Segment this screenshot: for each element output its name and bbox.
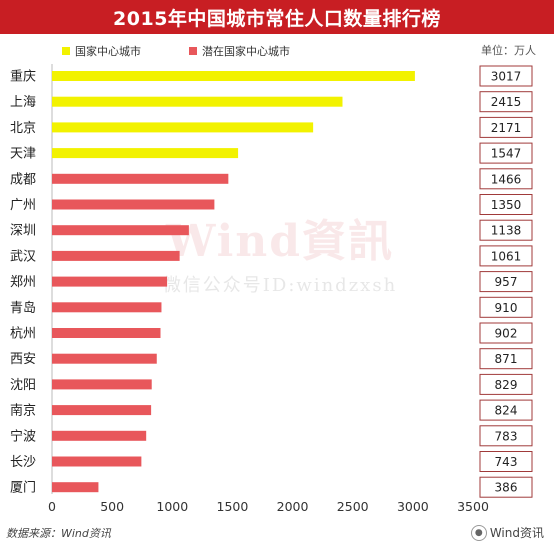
value-label: 783 xyxy=(495,429,518,443)
category-label: 北京 xyxy=(10,121,36,136)
value-label: 1350 xyxy=(491,198,522,212)
value-box xyxy=(479,296,533,318)
category-label: 郑州 xyxy=(10,275,36,290)
value-box xyxy=(479,425,533,447)
x-tick-label: 2000 xyxy=(277,499,309,514)
value-label: 871 xyxy=(495,352,518,366)
bar-national xyxy=(52,96,343,107)
x-tick-label: 2500 xyxy=(337,499,369,514)
category-label: 厦门 xyxy=(10,481,36,496)
bar-potential xyxy=(52,276,168,287)
value-box xyxy=(479,348,533,370)
value-box xyxy=(479,219,533,241)
value-label: 1138 xyxy=(491,224,522,238)
wechat-icon: ● xyxy=(470,524,487,541)
value-label: 2415 xyxy=(491,95,522,109)
legend: 国家中心城市 潜在国家中心城市 xyxy=(62,43,338,59)
x-tick-label: 1000 xyxy=(156,499,188,514)
value-box xyxy=(479,271,533,293)
category-label: 长沙 xyxy=(10,455,36,470)
bar-potential xyxy=(52,482,99,493)
category-label: 武汉 xyxy=(10,249,36,264)
category-label: 广州 xyxy=(10,198,36,213)
value-box xyxy=(479,91,533,113)
value-label: 743 xyxy=(495,455,518,469)
value-label: 1466 xyxy=(491,172,522,186)
value-label: 1061 xyxy=(491,249,522,263)
category-label: 成都 xyxy=(10,172,36,187)
x-tick-label: 3500 xyxy=(457,499,489,514)
bar-potential xyxy=(52,353,157,364)
category-label: 杭州 xyxy=(10,327,36,342)
category-label: 天津 xyxy=(10,147,36,162)
footer: 数据来源：Wind资讯 ● Wind资讯 xyxy=(0,521,554,545)
bar-potential xyxy=(52,456,142,467)
brand: ● Wind资讯 xyxy=(470,524,544,541)
value-box xyxy=(479,65,533,87)
value-box xyxy=(479,142,533,164)
watermark-main: Wind資訊 xyxy=(165,216,395,267)
value-box xyxy=(479,399,533,421)
category-label: 上海 xyxy=(10,95,36,110)
bar-potential xyxy=(52,173,229,184)
category-label: 沈阳 xyxy=(10,378,36,393)
value-box xyxy=(479,322,533,344)
bar-national xyxy=(52,71,415,81)
bar-national xyxy=(52,122,314,133)
value-label: 386 xyxy=(495,481,518,495)
legend-item-national: 国家中心城市 xyxy=(62,43,141,59)
value-label: 829 xyxy=(495,378,518,392)
category-label: 深圳 xyxy=(10,224,36,239)
legend-item-potential: 潜在国家中心城市 xyxy=(189,43,290,59)
bar-potential xyxy=(52,405,152,416)
watermark-sub: 微信公众号ID:windzxsh xyxy=(162,275,398,296)
x-tick-label: 1500 xyxy=(217,499,249,514)
bar-chart: 重庆 3017 上海 2415 北京 2171 天津 1547 成都 1466 广州 1350 深圳 11… xyxy=(10,64,533,514)
value-label: 824 xyxy=(495,404,518,418)
value-label: 902 xyxy=(495,327,518,341)
category-label: 青岛 xyxy=(10,300,36,316)
category-label: 宁波 xyxy=(10,428,36,444)
value-box xyxy=(479,476,533,498)
value-box xyxy=(479,168,533,190)
value-label: 957 xyxy=(495,275,518,289)
value-box xyxy=(479,116,533,138)
legend-swatch-national xyxy=(62,47,70,55)
chart-title: 2015年中国城市常住人口数量排行榜 xyxy=(0,0,554,34)
value-label: 2171 xyxy=(491,121,522,135)
value-label: 910 xyxy=(495,301,518,315)
category-label: 南京 xyxy=(10,403,36,419)
bar-potential xyxy=(52,430,147,441)
legend-label-potential: 潜在国家中心城市 xyxy=(202,45,290,58)
value-label: 1547 xyxy=(491,147,522,161)
x-tick-label: 0 xyxy=(48,499,56,514)
value-box xyxy=(479,194,533,215)
legend-label-national: 国家中心城市 xyxy=(75,45,141,58)
bar-national xyxy=(52,148,239,159)
unit-label: 单位：万人 xyxy=(481,44,536,57)
bar-potential xyxy=(52,199,215,210)
brand-label: Wind资讯 xyxy=(489,526,544,540)
source-note: 数据来源：Wind资讯 xyxy=(6,527,111,540)
watermark: Wind資訊 微信公众号ID:windzxsh xyxy=(120,205,440,297)
bar-potential xyxy=(52,225,189,236)
value-box xyxy=(479,245,533,267)
bar-potential xyxy=(52,302,162,313)
value-label: 3017 xyxy=(491,70,522,84)
bar-potential xyxy=(52,328,161,338)
category-label: 重庆 xyxy=(10,69,36,85)
category-label: 西安 xyxy=(10,352,36,367)
bar-potential xyxy=(52,379,152,390)
legend-swatch-potential xyxy=(189,47,197,55)
value-box xyxy=(479,451,533,472)
x-tick-label: 500 xyxy=(100,499,124,514)
x-tick-label: 3000 xyxy=(397,499,429,514)
value-box xyxy=(479,373,533,395)
bar-potential xyxy=(52,250,180,261)
